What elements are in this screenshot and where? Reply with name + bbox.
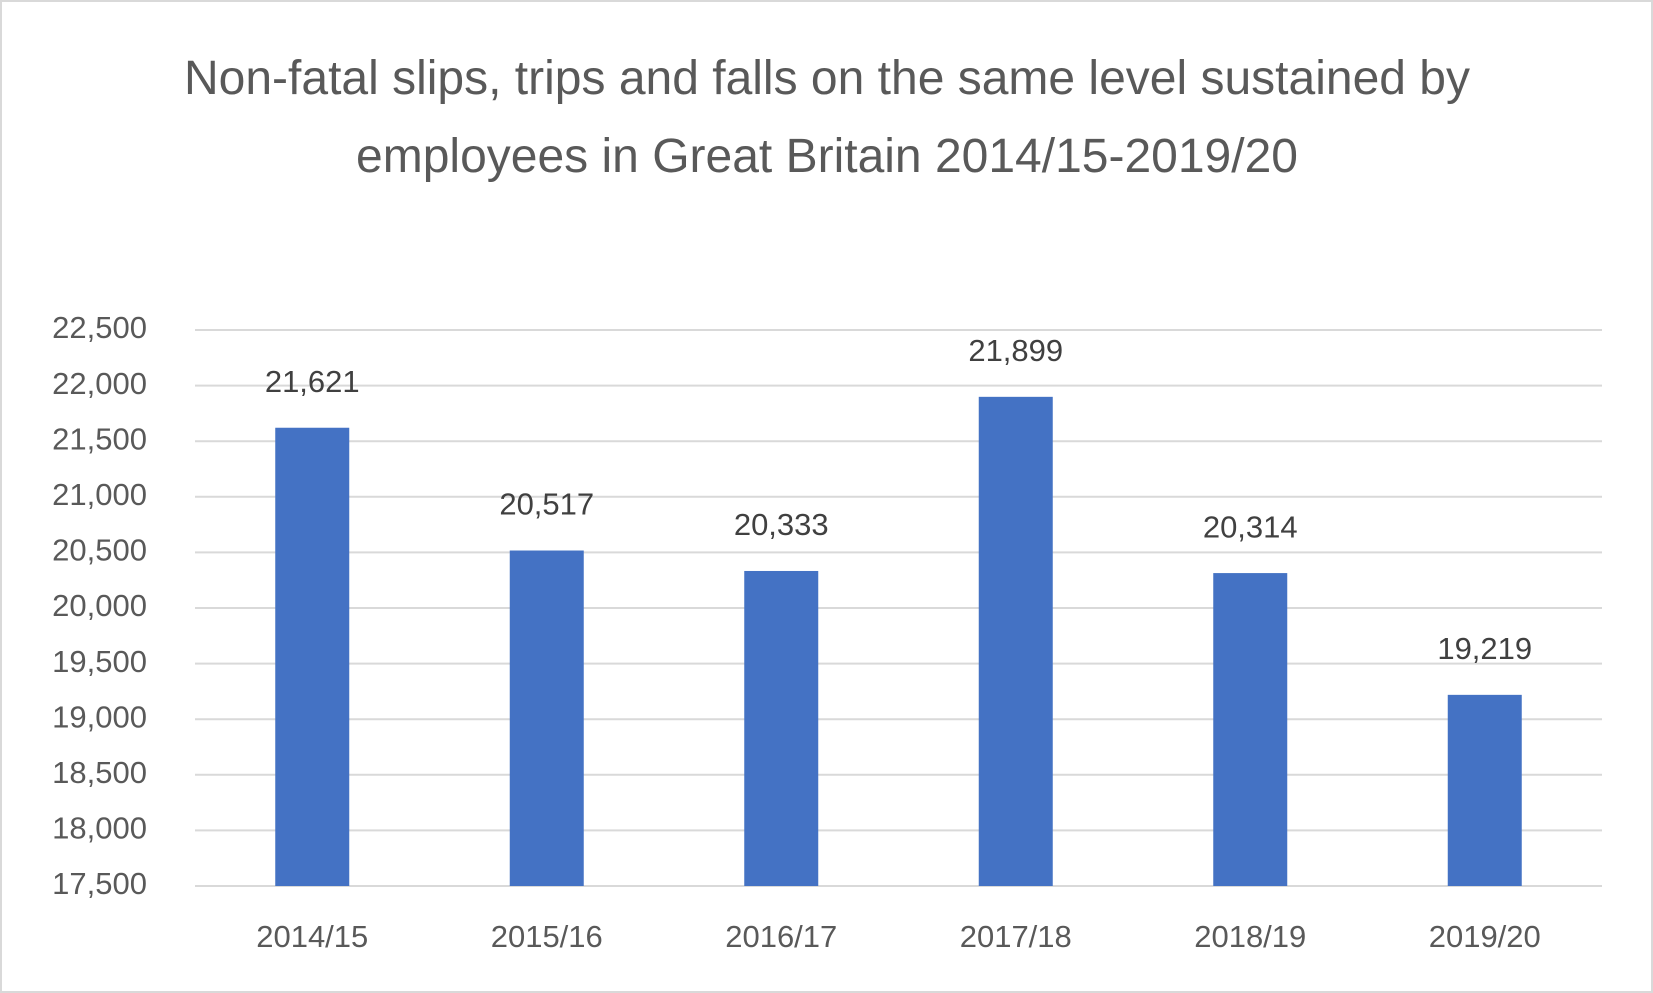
- y-tick-label: 17,500: [52, 866, 147, 901]
- bar: [978, 396, 1053, 886]
- y-tick-label: 20,000: [52, 588, 147, 623]
- chart-title: Non-fatal slips, trips and falls on the …: [184, 52, 1470, 183]
- x-tick-label: 2017/18: [960, 919, 1072, 954]
- x-tick-label: 2018/19: [1194, 919, 1306, 954]
- y-tick-label: 18,500: [52, 755, 147, 790]
- bar: [744, 570, 819, 886]
- data-label: 21,899: [968, 333, 1063, 368]
- y-tick-label: 21,000: [52, 477, 147, 512]
- data-label: 19,219: [1437, 631, 1532, 666]
- bar: [1447, 694, 1522, 886]
- y-tick-label: 19,000: [52, 699, 147, 734]
- data-label: 20,517: [499, 487, 594, 522]
- y-tick-label: 22,500: [52, 310, 147, 345]
- bar: [1213, 573, 1288, 886]
- y-tick-label: 20,500: [52, 533, 147, 568]
- y-tick-label: 22,000: [52, 366, 147, 401]
- x-tick-label: 2016/17: [725, 919, 837, 954]
- data-label: 21,621: [265, 364, 360, 399]
- bar: [275, 427, 350, 886]
- x-tick-label: 2015/16: [491, 919, 603, 954]
- y-tick-label: 19,500: [52, 644, 147, 679]
- data-label: 20,333: [734, 507, 829, 542]
- x-tick-label: 2014/15: [256, 919, 368, 954]
- y-tick-label: 18,000: [52, 811, 147, 846]
- data-label: 20,314: [1203, 509, 1298, 544]
- bar: [509, 550, 584, 886]
- x-tick-label: 2019/20: [1429, 919, 1541, 954]
- y-tick-label: 21,500: [52, 421, 147, 456]
